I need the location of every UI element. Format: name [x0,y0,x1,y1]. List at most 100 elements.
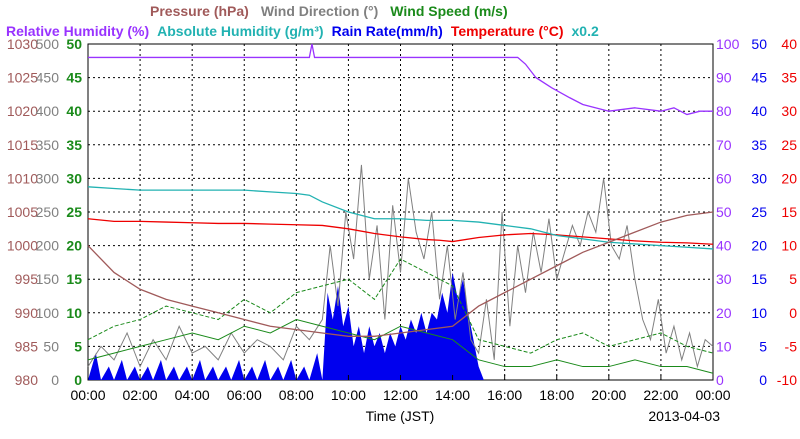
y-tick-label-wind-speed: 45 [66,70,82,86]
y-tick-label-rain-rate: 50 [751,36,767,52]
y-tick-label-wind-speed: 50 [66,36,82,52]
header-row-1: Pressure (hPa) Wind Direction (°) Wind Spe… [150,3,508,19]
header-label: Pressure (hPa) [150,3,249,19]
x-tick-label: 08:00 [279,387,314,403]
y-tick-label-rain-rate: 0 [759,372,767,388]
y-tick-label-rain-rate: 10 [751,305,767,321]
x-axis: 00:00 02:00 04:00 06:00 08:00 10:00 12:00 14:00… [70,375,731,403]
y-tick-label-relative-humidity: 20 [716,305,732,321]
y-tick-label-wind-direction: 250 [36,204,60,220]
x-tick-label: 00:00 [695,387,730,403]
header-label: Relative Humidity (%) [6,23,149,39]
y-tick-label-rain-rate: 25 [751,204,767,220]
y-tick-label-pressure: 1005 [7,204,38,220]
y-tick-label-temperature: -5 [785,338,798,354]
header-label: Absolute Humidity (g/m³) [157,23,323,39]
y-tick-label-relative-humidity: 100 [716,36,740,52]
y-tick-label-relative-humidity: 60 [716,170,732,186]
y-tick-label-rain-rate: 15 [751,271,767,287]
y-tick-label-relative-humidity: 30 [716,271,732,287]
header-label: Wind Speed (m/s) [390,3,507,19]
y-tick-label-temperature: 15 [781,204,797,220]
y-tick-label-rain-rate: 30 [751,170,767,186]
y-tick-label-temperature: -10 [777,372,797,388]
y-tick-label-temperature: 25 [781,137,797,153]
y-tick-label-wind-speed: 5 [74,338,82,354]
y-tick-label-temperature: 10 [781,238,797,254]
x-tick-label: 18:00 [539,387,574,403]
relative-humidity-line [88,43,713,116]
wind-speed-line [87,318,714,374]
y-tick-label-wind-direction: 450 [36,70,60,86]
y-tick-label-wind-speed: 35 [66,137,82,153]
y-tick-label-pressure: 1030 [7,36,38,52]
y-tick-label-rain-rate: 40 [751,103,767,119]
y-tick-label-wind-direction: 350 [36,137,60,153]
rain-rate-fill [88,272,484,380]
y-tick-label-temperature: 5 [789,271,797,287]
series-layer [87,43,714,374]
temperature-c-line [87,218,714,245]
x-tick-label: 10:00 [331,387,366,403]
y-tick-label-relative-humidity: 80 [716,103,732,119]
y-tick-label-wind-speed: 25 [66,204,82,220]
x-tick-label: 00:00 [70,387,105,403]
x-axis-label: Time (JST) [366,408,435,424]
x-tick-label: 04:00 [175,387,210,403]
y-tick-label-pressure: 1000 [7,238,38,254]
y-tick-label-wind-speed: 20 [66,238,82,254]
y-tick-label-rain-rate: 45 [751,70,767,86]
y-tick-label-pressure: 980 [15,372,39,388]
header-label: Wind Direction (°) [261,3,378,19]
x-tick-label: 06:00 [227,387,262,403]
rain-rate-area [88,272,484,380]
y-tick-label-pressure: 1025 [7,70,38,86]
y-tick-label-wind-direction: 0 [51,372,59,388]
y-tick-label-pressure: 1010 [7,170,38,186]
y-tick-label-wind-speed: 0 [74,372,82,388]
x-tick-label: 22:00 [643,387,678,403]
y-tick-label-relative-humidity: 50 [716,204,732,220]
y-tick-label-relative-humidity: 10 [716,338,732,354]
y-tick-label-wind-speed: 15 [66,271,82,287]
y-tick-label-temperature: 20 [781,170,797,186]
date-label: 2013-04-03 [648,408,720,424]
y-tick-label-relative-humidity: 70 [716,137,732,153]
header-label: x0.2 [572,23,599,39]
header-label: Temperature (°C) [451,23,564,39]
y-tick-label-relative-humidity: 0 [716,372,724,388]
y-tick-label-rain-rate: 35 [751,137,767,153]
y-tick-label-relative-humidity: 90 [716,70,732,86]
y-tick-label-pressure: 990 [15,305,39,321]
x-tick-label: 14:00 [435,387,470,403]
y-tick-label-pressure: 995 [15,271,39,287]
wind-speed-gust-line [87,258,714,354]
header-row-2: Relative Humidity (%) Absolute Humidity (… [6,23,599,39]
y-tick-label-wind-speed: 30 [66,170,82,186]
y-tick-label-pressure: 1020 [7,103,38,119]
y-tick-label-rain-rate: 20 [751,238,767,254]
y-tick-label-wind-direction: 400 [36,103,60,119]
y-tick-label-temperature: 35 [781,70,797,86]
y-tick-label-pressure: 1015 [7,137,38,153]
y-tick-label-temperature: 40 [781,36,797,52]
y-tick-label-relative-humidity: 40 [716,238,732,254]
y-tick-label-wind-direction: 200 [36,238,60,254]
y-tick-label-wind-direction: 50 [43,338,59,354]
y-tick-label-wind-direction: 500 [36,36,60,52]
y-tick-label-wind-direction: 300 [36,170,60,186]
header-label: Rain Rate(mm/h) [332,23,443,39]
y-tick-label-wind-direction: 100 [36,305,60,321]
absolute-humidity-g-m-line [87,186,714,250]
y-tick-label-wind-direction: 150 [36,271,60,287]
y-tick-label-rain-rate: 5 [759,338,767,354]
y-tick-label-temperature: 0 [789,305,797,321]
right-axes: 1009080706050403020100504540353025201510… [716,36,797,388]
x-tick-label: 02:00 [123,387,158,403]
left-axes: 1030102510201015101010051000995990985980… [7,36,82,388]
x-tick-label: 20:00 [591,387,626,403]
y-tick-label-wind-speed: 10 [66,305,82,321]
y-tick-label-temperature: 30 [781,103,797,119]
y-tick-label-wind-speed: 40 [66,103,82,119]
